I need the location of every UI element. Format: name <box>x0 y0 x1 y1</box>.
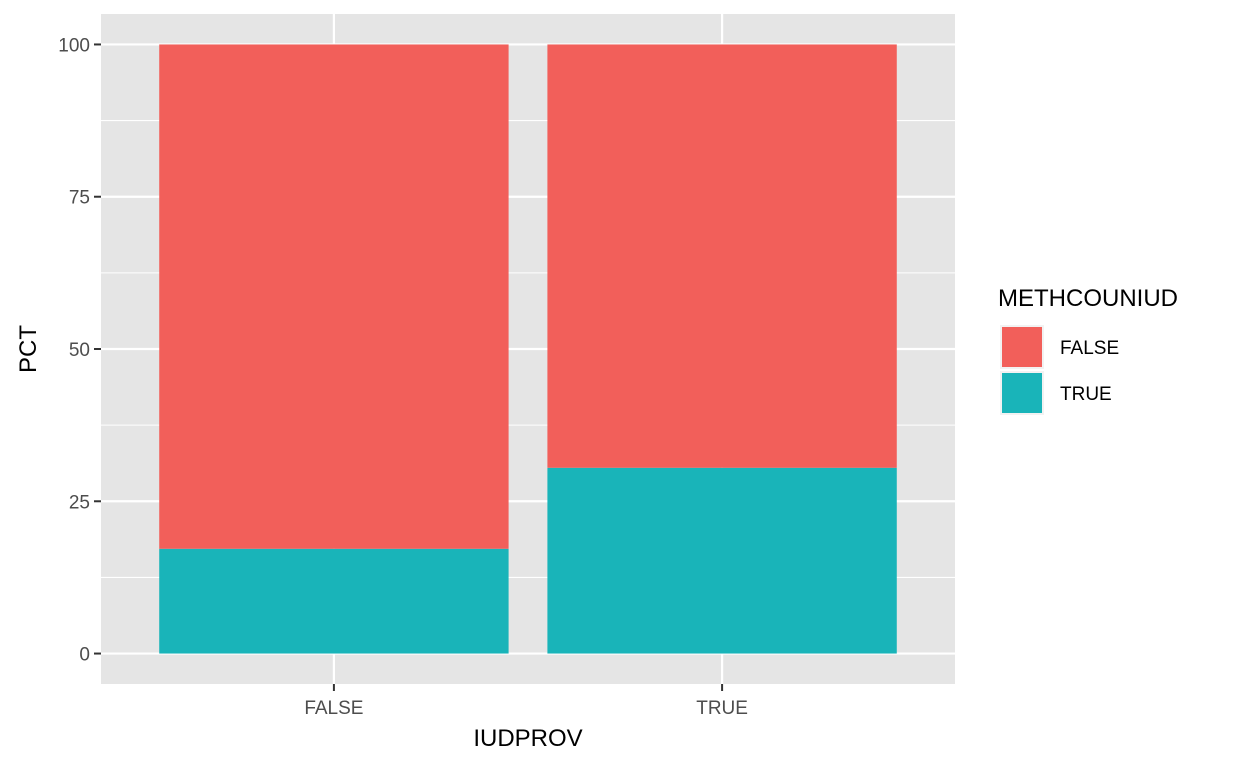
y-tick-label: 100 <box>58 35 90 56</box>
y-tick-label: 25 <box>69 492 90 513</box>
bars <box>159 44 897 654</box>
y-axis-title: PCT <box>15 325 42 373</box>
y-tick-label: 75 <box>69 188 90 209</box>
x-tick-label: TRUE <box>696 698 748 719</box>
bar-true-false <box>547 44 897 468</box>
x-axis-title: IUDPROV <box>473 725 582 752</box>
legend-label-true: TRUE <box>1060 384 1112 405</box>
y-axis: 0 25 50 75 100 <box>58 35 101 666</box>
legend-items: FALSE TRUE <box>1000 325 1119 415</box>
y-tick-label: 50 <box>69 340 90 361</box>
y-tick-label: 0 <box>79 645 90 666</box>
x-tick-label: FALSE <box>304 698 363 719</box>
bar-false-true <box>159 548 509 654</box>
x-axis: FALSE TRUE <box>304 684 748 719</box>
legend-title: METHCOUNIUD <box>998 285 1178 312</box>
legend-swatch-false <box>1002 327 1042 367</box>
legend: METHCOUNIUD FALSE TRUE <box>998 285 1178 415</box>
legend-swatch-true <box>1002 373 1042 413</box>
bar-false-false <box>159 44 509 549</box>
legend-label-false: FALSE <box>1060 338 1119 359</box>
bar-true-true <box>547 467 897 654</box>
